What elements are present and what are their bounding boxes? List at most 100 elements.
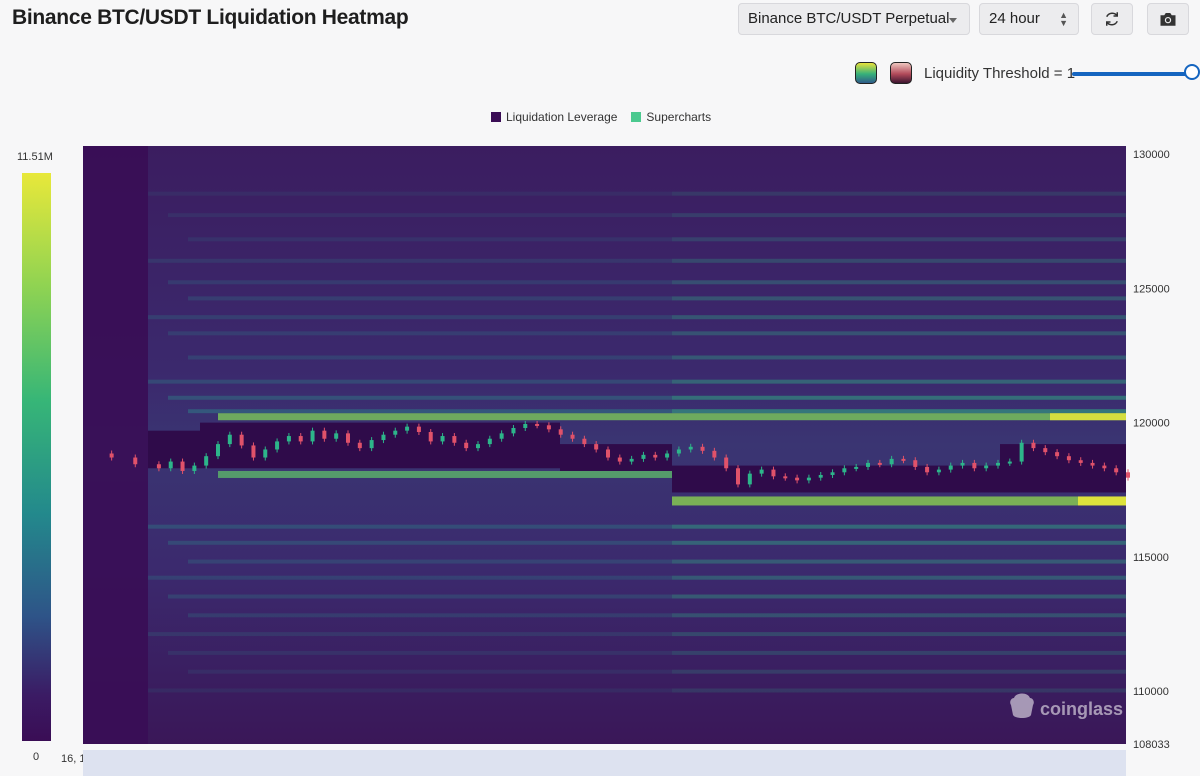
y-tick-label: 125000 (1133, 283, 1170, 295)
band-row (672, 409, 1126, 414)
candle (393, 430, 398, 435)
price-gap-segment (560, 444, 672, 471)
band-row (148, 632, 1126, 637)
up-down-arrows-icon: ▲ ▼ (1059, 10, 1068, 28)
legend-label: Liquidation Leverage (506, 110, 618, 124)
band-high-lower-2 (672, 496, 1126, 506)
candle (925, 466, 930, 473)
band-row (672, 315, 1126, 320)
candle (688, 446, 693, 450)
y-tick-label: 120000 (1133, 418, 1170, 430)
candle (617, 457, 622, 462)
watermark-text: coinglass (1040, 699, 1123, 719)
candle (972, 462, 977, 469)
candle (523, 423, 528, 428)
screenshot-button[interactable] (1147, 3, 1189, 35)
candle (192, 465, 197, 471)
candle (1031, 442, 1036, 449)
candle (286, 436, 291, 442)
candle (877, 462, 882, 465)
band-row (672, 524, 1126, 529)
band-row (672, 296, 1126, 301)
candle (1007, 461, 1012, 464)
candle (594, 444, 599, 450)
price-gap-segment (148, 430, 200, 469)
band-row (188, 559, 1126, 564)
candle (641, 454, 646, 459)
candle (700, 446, 705, 451)
candle (109, 453, 114, 458)
symbol-select[interactable]: Binance BTC/USDT Perpetual (738, 3, 970, 35)
band-row (672, 688, 1126, 693)
band-row (148, 575, 1126, 580)
colorbar-min-label: 0 (33, 751, 40, 763)
band-row (188, 669, 1126, 674)
candle (984, 465, 989, 469)
candle (263, 449, 268, 458)
band-row (168, 280, 1126, 285)
candle (818, 474, 823, 478)
liquidation-bands (83, 146, 1126, 744)
candle (629, 458, 634, 462)
refresh-button[interactable] (1091, 3, 1133, 35)
y-tick-label: 130000 (1133, 149, 1170, 161)
candle (889, 458, 894, 465)
threshold-slider-thumb[interactable] (1184, 64, 1200, 80)
candle (1102, 465, 1107, 469)
candle (558, 429, 563, 435)
band-row (672, 258, 1126, 263)
band-row (672, 280, 1126, 285)
coinglass-logo-icon (1010, 693, 1034, 718)
band-row (188, 613, 1126, 618)
candle (665, 453, 670, 458)
band-row (672, 213, 1126, 218)
candle (180, 461, 185, 471)
band-row (188, 409, 1126, 414)
candle (464, 442, 469, 449)
band-row (672, 355, 1126, 360)
candle (996, 462, 1000, 466)
color-scheme-red-swatch[interactable] (890, 62, 912, 84)
range-select[interactable]: 24 hour ▲ ▼ (979, 3, 1079, 35)
band-row (168, 540, 1126, 545)
candle (582, 438, 587, 445)
candle (570, 434, 575, 439)
band-row (672, 237, 1126, 242)
candle (1114, 468, 1119, 473)
band-peak-upper (1050, 413, 1126, 421)
color-scheme-green-swatch[interactable] (855, 62, 877, 84)
candle (736, 468, 740, 485)
band-row (672, 594, 1126, 599)
candle (948, 465, 953, 470)
candle (653, 454, 658, 458)
band-row (148, 258, 1126, 263)
y-tick-label: 110000 (1133, 686, 1169, 698)
candle (369, 440, 374, 449)
legend-item-liquidation-leverage[interactable]: Liquidation Leverage (491, 110, 617, 124)
candle (676, 449, 681, 454)
band-row (672, 669, 1126, 674)
candle (381, 434, 386, 441)
candle (806, 477, 811, 481)
candle (168, 461, 173, 469)
band-row (188, 355, 1126, 360)
band-row (672, 650, 1126, 655)
candle (476, 444, 480, 449)
candle (416, 426, 421, 433)
legend-item-supercharts[interactable]: Supercharts (631, 110, 711, 124)
band-row (168, 594, 1126, 599)
candle (216, 444, 220, 457)
candle (936, 469, 941, 473)
candle (1055, 452, 1060, 457)
threshold-slider-track[interactable] (1072, 72, 1192, 76)
candle (1078, 460, 1083, 463)
candle (322, 430, 327, 439)
candle (346, 433, 350, 443)
candle (606, 449, 610, 458)
legend-label: Supercharts (646, 110, 712, 124)
candle (310, 430, 315, 442)
candle (1043, 448, 1048, 453)
candle (487, 438, 492, 445)
navigator-strip[interactable] (83, 750, 1126, 776)
page-title: Binance BTC/USDT Liquidation Heatmap (12, 6, 409, 29)
